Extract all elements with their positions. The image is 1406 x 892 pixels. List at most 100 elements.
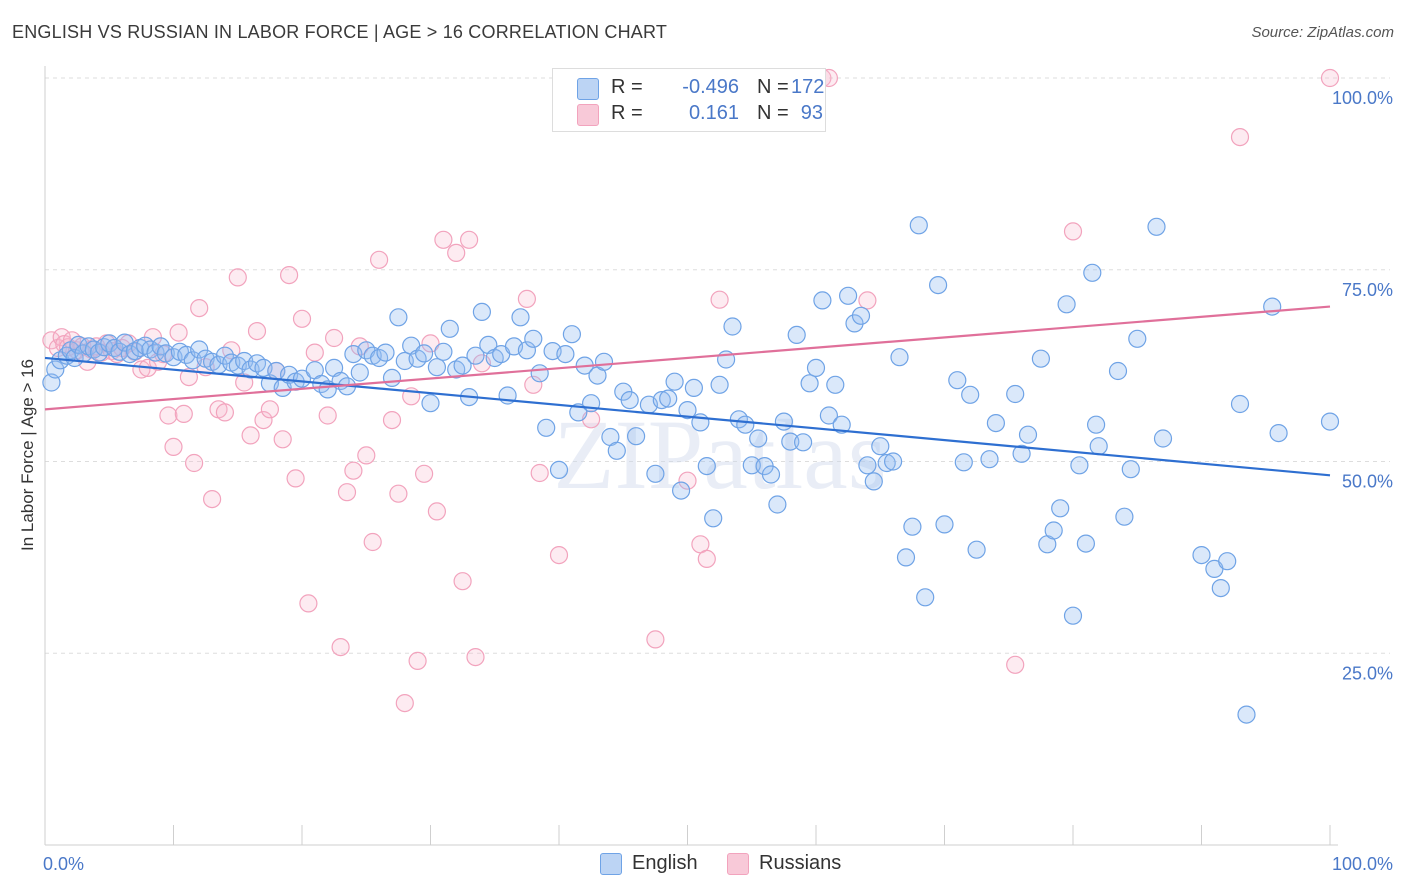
english-point	[1121, 460, 1140, 479]
russians-point	[299, 594, 318, 613]
chart-source: Source: ZipAtlas.com	[1251, 24, 1394, 41]
english-point	[1070, 456, 1089, 475]
russians-trend-line	[44, 305, 1331, 411]
russians-point	[408, 651, 427, 671]
english-point	[1063, 606, 1083, 625]
english-point	[46, 360, 65, 379]
english-point	[774, 412, 794, 431]
russians-point	[530, 463, 549, 483]
english-point	[980, 450, 999, 469]
russians-point	[1006, 655, 1025, 674]
english-point	[415, 344, 434, 363]
english-point	[697, 457, 716, 476]
english-point	[652, 391, 671, 410]
english-n-value: 172	[791, 76, 825, 98]
english-point	[845, 314, 864, 333]
russians-point	[164, 437, 183, 456]
russians-point	[305, 343, 324, 362]
english-point	[1230, 394, 1250, 414]
english-point	[967, 540, 986, 559]
russians-points	[42, 68, 1340, 713]
english-point	[678, 401, 697, 420]
english-point	[479, 335, 498, 354]
english-point	[1320, 412, 1340, 431]
russians-point	[286, 469, 305, 488]
english-point	[1128, 329, 1147, 348]
russians-point	[174, 404, 193, 423]
russians-point	[427, 502, 446, 521]
russians-point	[858, 291, 877, 310]
russians-point	[357, 446, 376, 465]
english-point	[768, 495, 787, 514]
english-point	[935, 515, 954, 534]
tick-labels: 25.0% 50.0% 75.0% 100.0% 0.0% 100.0%	[43, 88, 1393, 874]
english-point	[819, 406, 839, 425]
english-point	[838, 286, 858, 305]
y-tick-label: 100.0%	[1332, 88, 1393, 108]
russians-point	[260, 400, 279, 419]
english-point	[607, 441, 626, 460]
english-point	[659, 389, 678, 408]
russians-point	[524, 375, 543, 394]
english-point	[961, 385, 980, 404]
english-point	[813, 291, 832, 310]
english-point	[928, 276, 948, 295]
correlation-legend: R = -0.496 N = 172 R = 0.161 N = 93	[552, 68, 826, 132]
english-point	[549, 460, 569, 479]
english-point	[883, 452, 903, 471]
english-point	[1153, 429, 1173, 448]
english-point	[434, 342, 453, 361]
english-point	[903, 517, 922, 536]
russians-swatch	[577, 104, 599, 126]
english-point	[389, 308, 408, 327]
english-point	[292, 369, 312, 388]
russians-point	[517, 289, 537, 308]
russians-point	[1320, 68, 1340, 88]
russians-point	[325, 328, 344, 348]
russians-point	[434, 230, 453, 249]
english-point	[671, 481, 691, 500]
russians-legend-swatch	[727, 853, 749, 875]
english-point	[511, 308, 530, 327]
english-point	[684, 378, 704, 397]
y-axis-title: In Labor Force | Age > 16	[18, 359, 37, 551]
y-tick-label: 25.0%	[1342, 663, 1393, 683]
english-point	[832, 415, 851, 434]
english-point	[916, 588, 935, 607]
english-point	[877, 453, 896, 473]
english-point	[626, 427, 646, 446]
english-point	[382, 368, 402, 387]
english-point	[986, 414, 1006, 433]
russians-point	[344, 461, 363, 480]
russians-point	[460, 230, 479, 249]
english-point	[79, 337, 98, 356]
english-point	[1006, 384, 1025, 404]
english-point	[896, 548, 916, 567]
english-point	[1012, 444, 1031, 463]
english-point	[594, 352, 614, 371]
english-point	[466, 346, 485, 365]
russians-n-value: 93	[800, 102, 823, 124]
english-trend-line	[44, 356, 1331, 477]
english-legend-label: English	[632, 852, 698, 874]
english-point	[1115, 507, 1134, 526]
english-point	[736, 415, 755, 434]
english-point	[1051, 499, 1070, 518]
russians-point	[247, 322, 267, 341]
russians-point	[190, 299, 209, 318]
russians-point	[382, 411, 402, 430]
english-point	[190, 340, 209, 359]
english-point	[1218, 552, 1237, 571]
english-point	[376, 343, 395, 362]
english-point	[742, 456, 761, 475]
english-point	[704, 509, 723, 528]
russians-point	[159, 406, 178, 425]
n-label: N =	[757, 102, 789, 124]
russians-point	[447, 243, 466, 262]
russians-point	[1230, 128, 1250, 147]
grid-lines	[45, 77, 1390, 654]
russians-point	[179, 368, 198, 387]
english-point	[440, 319, 459, 338]
english-point	[871, 437, 890, 456]
